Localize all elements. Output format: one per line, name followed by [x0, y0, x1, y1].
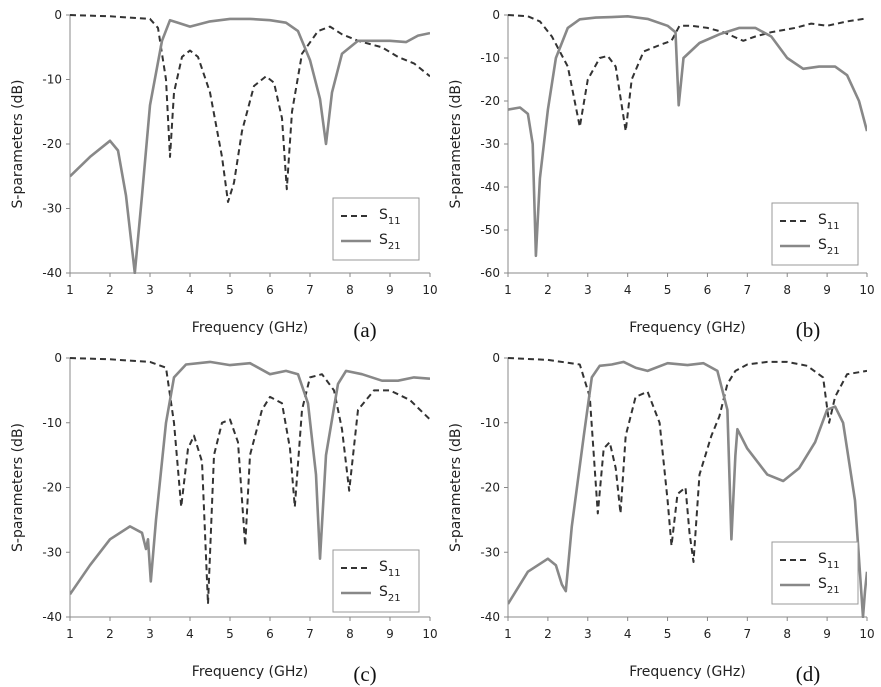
legend-box: [332, 197, 420, 261]
x-tick-label: 7: [306, 283, 314, 297]
y-tick-label: -10: [480, 416, 500, 430]
y-tick-label: 0: [492, 8, 500, 22]
y-tick-label: -20: [480, 481, 500, 495]
x-tick-label: 7: [306, 627, 314, 641]
x-axis-label: Frequency (GHz): [192, 320, 308, 336]
legend-box: [771, 541, 859, 605]
x-tick-label: 9: [823, 627, 831, 641]
y-tick-label: -40: [480, 180, 500, 194]
chart-panel-c: 0 -10 -20 -30 -40 1 2 3 4 5 6 7 8 9 10 Frequency (GHz) S…: [10, 351, 438, 686]
x-axis-label: Frequency (GHz): [629, 664, 745, 680]
y-tick-label: -40: [42, 610, 62, 624]
y-axis-label: S-parameters (dB): [448, 79, 464, 208]
series-line-s11: [508, 357, 867, 563]
chart-panel-d: 0 -10 -20 -30 -40 1 2 3 4 5 6 7 8 9 10 Frequency (GHz) S…: [448, 351, 875, 686]
x-tick-label: 6: [704, 627, 712, 641]
chart-panel-a: 0 -10 -20 -30 -40 1 2 3 4 5 6 7 8 9 10 Frequency (GHz) S…: [10, 8, 438, 342]
x-tick-label: 10: [422, 283, 437, 297]
x-tick-label: 3: [146, 283, 154, 297]
x-tick-label: 8: [783, 283, 791, 297]
y-tick-label: -20: [42, 137, 62, 151]
x-tick-label: 2: [106, 283, 114, 297]
series-line-s21: [508, 360, 867, 618]
legend-box: [332, 549, 420, 613]
x-tick-label: 5: [226, 627, 234, 641]
x-tick-label: 8: [346, 627, 354, 641]
x-tick-label: 10: [859, 283, 874, 297]
x-tick-label: 9: [386, 283, 394, 297]
y-tick-label: 0: [54, 351, 62, 365]
series-line-s11: [70, 14, 430, 203]
series-line-s21: [70, 360, 430, 596]
y-tick-label: -20: [42, 481, 62, 495]
x-tick-label: 3: [584, 627, 592, 641]
panel-label: (a): [353, 318, 376, 342]
x-tick-label: 6: [266, 283, 274, 297]
y-tick-label: -20: [480, 94, 500, 108]
x-tick-label: 5: [664, 283, 672, 297]
x-tick-label: 8: [346, 283, 354, 297]
x-tick-label: 2: [544, 283, 552, 297]
x-tick-label: 4: [186, 283, 194, 297]
x-tick-label: 5: [226, 283, 234, 297]
x-tick-label: 10: [859, 627, 874, 641]
y-tick-label: -30: [480, 137, 500, 151]
series-line-s21: [508, 15, 867, 258]
x-tick-label: 4: [624, 627, 632, 641]
x-tick-label: 7: [744, 283, 752, 297]
y-tick-label: -40: [480, 610, 500, 624]
x-tick-label: 5: [664, 627, 672, 641]
panel-label: (d): [796, 662, 821, 686]
legend-box: [771, 202, 859, 266]
chart-panel-b: 0 -10 -20 -30 -40 -50 -60 1 2 3 4 5 6 7 8 9 10 Frequency …: [448, 8, 875, 342]
y-tick-label: -10: [42, 416, 62, 430]
x-tick-label: 9: [386, 627, 394, 641]
x-axis-label: Frequency (GHz): [192, 664, 308, 680]
y-tick-label: -50: [480, 223, 500, 237]
panel-label: (b): [796, 318, 821, 342]
y-tick-label: -30: [42, 202, 62, 216]
y-axis-label: S-parameters (dB): [448, 423, 464, 552]
x-tick-label: 2: [544, 627, 552, 641]
x-tick-label: 8: [783, 627, 791, 641]
y-tick-label: -40: [42, 266, 62, 280]
x-tick-label: 3: [146, 627, 154, 641]
x-tick-label: 4: [624, 283, 632, 297]
x-tick-label: 9: [823, 283, 831, 297]
x-tick-label: 10: [422, 627, 437, 641]
x-axis-label: Frequency (GHz): [629, 320, 745, 336]
y-tick-label: -10: [42, 73, 62, 87]
x-tick-label: 6: [266, 627, 274, 641]
series-line-s11: [508, 14, 867, 133]
y-tick-label: 0: [492, 351, 500, 365]
series-line-s21: [70, 17, 430, 274]
x-tick-label: 4: [186, 627, 194, 641]
y-tick-label: -30: [480, 545, 500, 559]
x-tick-label: 1: [66, 627, 74, 641]
x-tick-label: 3: [584, 283, 592, 297]
x-tick-label: 6: [704, 283, 712, 297]
y-tick-label: -30: [42, 545, 62, 559]
x-tick-label: 2: [106, 627, 114, 641]
y-axis-label: S-parameters (dB): [10, 79, 26, 208]
x-tick-label: 1: [504, 283, 512, 297]
x-tick-label: 1: [504, 627, 512, 641]
y-tick-label: 0: [54, 8, 62, 22]
y-tick-label: -60: [480, 266, 500, 280]
x-tick-label: 1: [66, 283, 74, 297]
y-axis-label: S-parameters (dB): [10, 423, 26, 552]
y-tick-label: -10: [480, 51, 500, 65]
x-tick-label: 7: [744, 627, 752, 641]
series-line-s11: [70, 357, 430, 605]
panel-label: (c): [353, 662, 376, 686]
